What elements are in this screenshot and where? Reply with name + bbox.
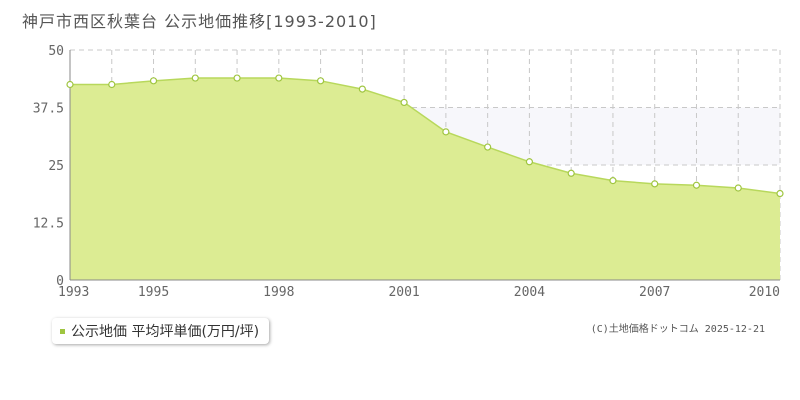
data-point	[108, 80, 116, 89]
data-point	[442, 128, 450, 136]
y-tick-label: 25	[48, 159, 64, 174]
data-point	[609, 177, 617, 185]
y-tick-label: 12.5	[33, 217, 64, 232]
x-tick-label: 2007	[639, 285, 670, 300]
legend-label: 公示地価 平均坪単価(万円/坪)	[71, 324, 260, 340]
x-tick-label: 2010	[749, 285, 780, 300]
area-chart: 0 12.5 25 37.5 50 1993 1995 1998 2001 2004 2007 201…	[33, 44, 784, 300]
series-line	[70, 77, 781, 195]
data-point	[651, 180, 659, 188]
data-point	[776, 189, 784, 198]
credit-text: (C)土地価格ドットコム 2025-12-21	[590, 324, 765, 335]
area-layer	[70, 77, 781, 280]
axis-layer	[69, 50, 780, 281]
data-point	[191, 74, 199, 82]
legend: 公示地価 平均坪単価(万円/坪)	[52, 318, 270, 344]
y-tick-label: 50	[48, 44, 64, 59]
y-tick-label: 37.5	[33, 102, 64, 117]
data-point	[149, 77, 158, 85]
data-point	[275, 74, 283, 82]
marker-layer	[66, 74, 784, 198]
data-point	[525, 158, 534, 166]
x-tick-label: 1993	[58, 285, 89, 300]
data-point	[400, 98, 408, 107]
chart-title: 神戸市西区秋葉台 公示地価推移[1993-2010]	[22, 12, 377, 31]
legend-marker	[60, 328, 65, 334]
y-tick-label: 0	[56, 274, 64, 289]
area-fill	[70, 78, 780, 280]
tick-label-layer: 0 12.5 25 37.5 50 1993 1995 1998 2001 2004 2007 201…	[33, 44, 780, 300]
data-point	[567, 169, 575, 177]
data-point	[358, 85, 366, 93]
x-tick-label: 1995	[138, 285, 169, 300]
x-tick-label: 1998	[263, 285, 294, 300]
data-point	[66, 80, 74, 89]
x-tick-label: 2004	[514, 285, 545, 300]
data-point	[484, 143, 492, 151]
data-point	[233, 74, 241, 82]
data-point	[316, 77, 325, 85]
data-point	[692, 181, 701, 189]
data-point	[734, 184, 742, 192]
x-tick-label: 2001	[388, 285, 419, 300]
